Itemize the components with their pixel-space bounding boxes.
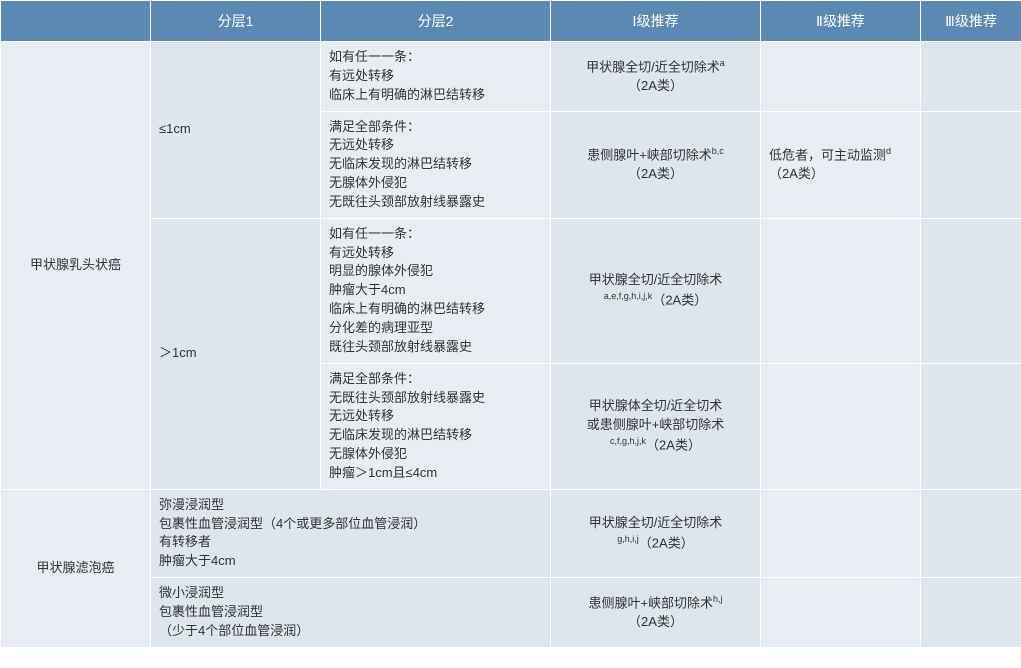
cond-line: 临床上有明确的淋巴结转移 xyxy=(329,301,485,316)
condition-cell: 弥漫浸润型 包裹性血管浸润型（4个或更多部位血管浸润） 有转移者 肿瘤大于4cm xyxy=(151,489,551,577)
condition-cell: 如有任一一条： 有远处转移 临床上有明确的淋巴结转移 xyxy=(321,42,551,112)
layer1-cell: ≤1cm xyxy=(151,42,321,219)
disease-cell: 甲状腺乳头状癌 xyxy=(1,42,151,490)
header-blank xyxy=(1,1,151,42)
cond-line: 无腺体外侵犯 xyxy=(329,446,407,461)
cond-line: 无远处转移 xyxy=(329,408,394,423)
cond-line: 无既往头颈部放射线暴露史 xyxy=(329,194,485,209)
table-row: 甲状腺滤泡癌 弥漫浸润型 包裹性血管浸润型（4个或更多部位血管浸润） 有转移者 … xyxy=(1,489,1021,577)
condition-cell: 如有任一一条： 有远处转移 明显的腺体外侵犯 肿瘤大于4cm 临床上有明确的淋巴… xyxy=(321,218,551,363)
rec-line: （2A类） xyxy=(639,535,694,550)
rec2-cell xyxy=(761,218,921,363)
rec3-cell xyxy=(921,42,1021,112)
rec3-cell xyxy=(921,489,1021,577)
rec-line: （2A类） xyxy=(652,292,707,307)
cond-line: 分化差的病理亚型 xyxy=(329,320,433,335)
condition-cell: 满足全部条件： 无远处转移 无临床发现的淋巴结转移 无腺体外侵犯 无既往头颈部放… xyxy=(321,111,551,218)
cond-line: 明显的腺体外侵犯 xyxy=(329,263,433,278)
cond-line: 包裹性血管浸润型（4个或更多部位血管浸润） xyxy=(159,516,426,531)
cond-line: 肿瘤大于4cm xyxy=(159,553,236,568)
rec-sup: h,j xyxy=(713,594,723,604)
rec2-cell xyxy=(761,489,921,577)
rec1-cell: 甲状腺体全切/近全切术 或患侧腺叶+峡部切除术 c,f,g,h,j,k（2A类） xyxy=(551,363,761,489)
rec-sup: c,f,g,h,j,k xyxy=(610,436,646,446)
disease-cell: 甲状腺滤泡癌 xyxy=(1,489,151,647)
rec-sup: a,e,f,g,h,i,j,k xyxy=(604,291,653,301)
rec-line: （2A类） xyxy=(628,166,683,181)
rec-sup: d xyxy=(886,146,891,156)
cond-line: 微小浸润型 xyxy=(159,585,224,600)
table-row: 微小浸润型 包裹性血管浸润型 （少于4个部位血管浸润） 患侧腺叶+峡部切除术h,… xyxy=(1,578,1021,648)
cond-line: 如有任一一条： xyxy=(329,226,420,241)
rec1-cell: 甲状腺全切/近全切除术a （2A类） xyxy=(551,42,761,112)
rec-line: 甲状腺全切/近全切除术 xyxy=(589,515,723,530)
cond-line: 满足全部条件： xyxy=(329,119,420,134)
cond-line: 无临床发现的淋巴结转移 xyxy=(329,156,472,171)
rec-line: （2A类） xyxy=(769,166,824,181)
cond-line: （少于4个部位血管浸润） xyxy=(159,623,309,638)
rec-line: （2A类） xyxy=(646,437,701,452)
header-layer2: 分层2 xyxy=(321,1,551,42)
cond-line: 满足全部条件： xyxy=(329,371,420,386)
rec-sup: a xyxy=(720,58,725,68)
rec-line: 甲状腺体全切/近全切术 xyxy=(589,398,723,413)
rec-line: 或患侧腺叶+峡部切除术 xyxy=(587,417,725,432)
rec2-cell xyxy=(761,578,921,648)
rec-line: 低危者，可主动监测 xyxy=(769,147,886,162)
condition-cell: 微小浸润型 包裹性血管浸润型 （少于4个部位血管浸润） xyxy=(151,578,551,648)
cond-line: 既往头颈部放射线暴露史 xyxy=(329,339,472,354)
header-layer1: 分层1 xyxy=(151,1,321,42)
rec3-cell xyxy=(921,218,1021,363)
rec1-cell: 甲状腺全切/近全切除术 g,h,i,j（2A类） xyxy=(551,489,761,577)
rec3-cell xyxy=(921,363,1021,489)
layer1-cell: ＞1cm xyxy=(151,218,321,489)
cond-line: 无远处转移 xyxy=(329,137,394,152)
cond-line: 肿瘤＞1cm且≤4cm xyxy=(329,465,437,480)
rec3-cell xyxy=(921,111,1021,218)
rec1-cell: 甲状腺全切/近全切除术 a,e,f,g,h,i,j,k（2A类） xyxy=(551,218,761,363)
rec2-cell xyxy=(761,363,921,489)
cond-line: 有转移者 xyxy=(159,534,211,549)
rec2-cell: 低危者，可主动监测d （2A类） xyxy=(761,111,921,218)
rec-line: 患侧腺叶+峡部切除术 xyxy=(587,147,712,162)
rec1-cell: 患侧腺叶+峡部切除术h,j （2A类） xyxy=(551,578,761,648)
cond-line: 有远处转移 xyxy=(329,68,394,83)
table-row: 甲状腺乳头状癌 ≤1cm 如有任一一条： 有远处转移 临床上有明确的淋巴结转移 … xyxy=(1,42,1021,112)
cond-line: 包裹性血管浸润型 xyxy=(159,604,263,619)
cond-line: 如有任一一条： xyxy=(329,49,420,64)
cond-line: 有远处转移 xyxy=(329,245,394,260)
rec-line: 患侧腺叶+峡部切除术 xyxy=(588,595,713,610)
cond-line: 弥漫浸润型 xyxy=(159,497,224,512)
header-rec1: Ⅰ级推荐 xyxy=(551,1,761,42)
rec2-cell xyxy=(761,42,921,112)
header-row: 分层1 分层2 Ⅰ级推荐 Ⅱ级推荐 Ⅲ级推荐 xyxy=(1,1,1021,42)
cond-line: 无腺体外侵犯 xyxy=(329,175,407,190)
rec-line: 甲状腺全切/近全切除术 xyxy=(586,59,720,74)
rec-line: 甲状腺全切/近全切除术 xyxy=(589,272,723,287)
rec-sup: b,c xyxy=(712,146,724,156)
condition-cell: 满足全部条件： 无既往头颈部放射线暴露史 无远处转移 无临床发现的淋巴结转移 无… xyxy=(321,363,551,489)
cond-line: 无临床发现的淋巴结转移 xyxy=(329,427,472,442)
rec-line: （2A类） xyxy=(628,614,683,629)
header-rec3: Ⅲ级推荐 xyxy=(921,1,1021,42)
rec3-cell xyxy=(921,578,1021,648)
cond-line: 肿瘤大于4cm xyxy=(329,282,406,297)
rec-sup: g,h,i,j xyxy=(617,534,639,544)
cond-line: 无既往头颈部放射线暴露史 xyxy=(329,390,485,405)
rec-line: （2A类） xyxy=(628,78,683,93)
table-row: ＞1cm 如有任一一条： 有远处转移 明显的腺体外侵犯 肿瘤大于4cm 临床上有… xyxy=(1,218,1021,363)
cond-line: 临床上有明确的淋巴结转移 xyxy=(329,87,485,102)
header-rec2: Ⅱ级推荐 xyxy=(761,1,921,42)
rec1-cell: 患侧腺叶+峡部切除术b,c （2A类） xyxy=(551,111,761,218)
recommendation-table: 分层1 分层2 Ⅰ级推荐 Ⅱ级推荐 Ⅲ级推荐 甲状腺乳头状癌 ≤1cm 如有任一… xyxy=(0,0,1021,648)
